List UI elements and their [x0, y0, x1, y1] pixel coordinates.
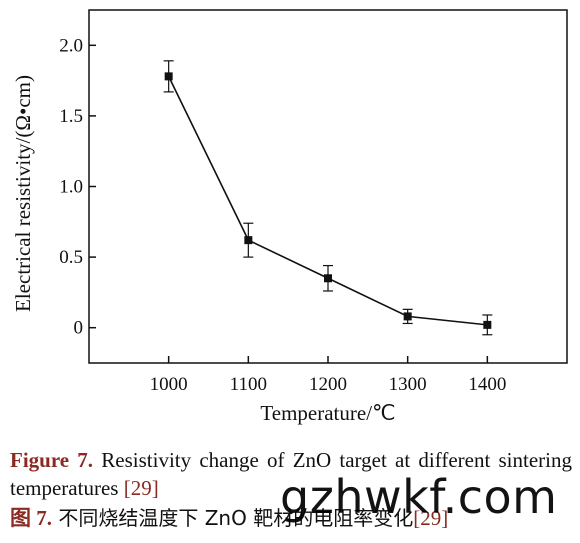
y-tick-label: 2.0: [59, 35, 83, 56]
plot-frame: [88, 9, 568, 364]
data-point-marker: [244, 236, 253, 245]
resistivity-chart: 0 0.5 1.0 1.5 2.0 1000 1100 1200 1300 1400 Tempe…: [11, 9, 568, 425]
figure-caption-chinese: 图 7. 不同烧结温度下 ZnO 靶材的电阻率变化[29]: [10, 504, 572, 532]
caption-reference-zh[interactable]: [29]: [413, 506, 449, 530]
data-point-marker: [324, 274, 332, 283]
data-point-marker: [483, 320, 492, 329]
watermark: gzhwkf.com: [280, 470, 558, 524]
y-tick-label: 0.5: [59, 247, 83, 268]
x-axis-ticks: 1000 1100 1200 1300 1400: [150, 356, 506, 395]
x-tick-label: 1100: [230, 374, 267, 395]
figure-caption-english: Figure 7. Resistivity change of ZnO targ…: [10, 446, 572, 502]
y-axis-title: Electrical resistivity/(Ω•cm): [11, 75, 35, 312]
y-tick-label: 1.0: [59, 177, 83, 198]
caption-reference[interactable]: [29]: [123, 476, 159, 500]
x-tick-label: 1000: [150, 374, 188, 395]
x-tick-label: 1200: [309, 374, 347, 395]
caption-text: Resistivity change of ZnO target at diff…: [10, 448, 572, 500]
y-axis-ticks: 0 0.5 1.0 1.5 2.0: [59, 35, 96, 339]
y-tick-label: 0: [74, 318, 84, 339]
data-point-marker: [403, 312, 412, 321]
x-tick-label: 1300: [389, 374, 427, 395]
caption-text-zh: 不同烧结温度下 ZnO 靶材的电阻率变化: [52, 506, 414, 530]
figure-label-zh: 图 7.: [10, 506, 52, 530]
y-tick-label: 1.5: [59, 106, 83, 127]
data-point-marker: [164, 72, 173, 81]
series-layer: [163, 60, 493, 336]
figure-label: Figure 7.: [10, 448, 94, 472]
x-axis-title: Temperature/℃: [260, 401, 395, 425]
x-tick-label: 1400: [468, 374, 506, 395]
